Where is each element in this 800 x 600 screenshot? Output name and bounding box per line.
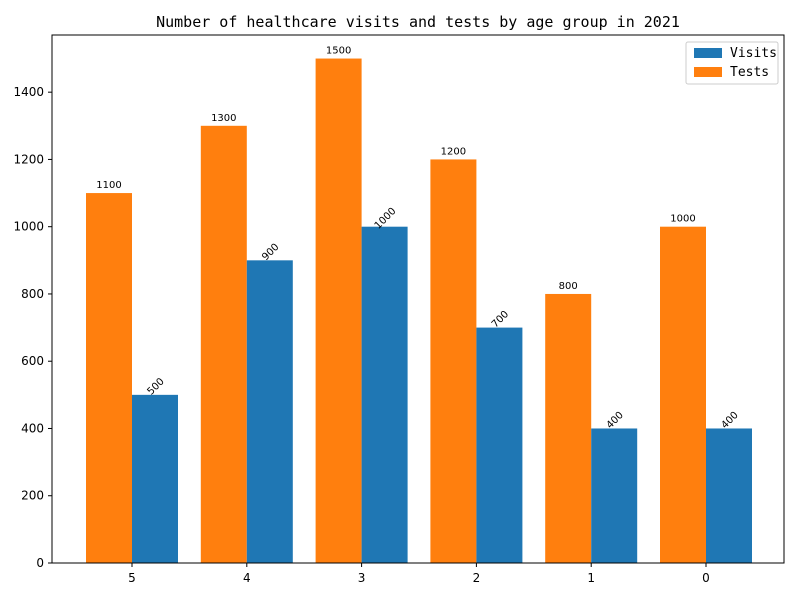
data-label-tests-2: 1200 xyxy=(441,146,466,157)
legend-label-visits: Visits xyxy=(730,46,777,61)
y-tick-label-400: 400 xyxy=(21,421,44,435)
data-label-tests-4: 1300 xyxy=(211,113,236,124)
legend-swatch-tests xyxy=(694,67,722,77)
y-tick-label-600: 600 xyxy=(21,354,44,368)
data-label-visits-0: 400 xyxy=(719,410,740,431)
bar-tests-3 xyxy=(315,58,362,563)
bar-visits-4 xyxy=(246,260,293,563)
bar-tests-4 xyxy=(200,125,247,563)
bar-visits-1 xyxy=(591,428,638,563)
data-label-visits-4: 900 xyxy=(260,242,281,263)
bar-tests-1 xyxy=(545,293,592,563)
data-label-visits-1: 400 xyxy=(605,410,626,431)
data-label-tests-1: 800 xyxy=(559,281,578,292)
y-tick-label-1400: 1400 xyxy=(13,85,44,99)
x-tick-label-2: 2 xyxy=(473,571,481,585)
data-label-visits-2: 700 xyxy=(490,309,511,330)
bar-visits-5 xyxy=(132,394,178,563)
axes-frame xyxy=(51,34,785,564)
data-label-tests-5: 1100 xyxy=(96,180,121,191)
legend-swatch-visits xyxy=(694,48,722,58)
y-tick-label-1200: 1200 xyxy=(13,152,44,166)
x-tick-label-3: 3 xyxy=(358,571,366,585)
y-tick-label-200: 200 xyxy=(21,489,44,503)
bar-visits-0 xyxy=(706,428,752,563)
y-tick-label-800: 800 xyxy=(21,287,44,301)
x-tick-label-1: 1 xyxy=(587,571,595,585)
y-tick-label-0: 0 xyxy=(36,556,44,570)
legend-label-tests: Tests xyxy=(730,65,769,80)
x-tick-label-0: 0 xyxy=(702,571,710,585)
bar-tests-5 xyxy=(86,193,132,563)
x-tick-label-5: 5 xyxy=(128,571,136,585)
y-tick-label-1000: 1000 xyxy=(13,220,44,234)
bar-tests-2 xyxy=(430,159,477,564)
bar-visits-2 xyxy=(476,327,523,563)
data-label-tests-0: 1000 xyxy=(670,214,695,225)
bar-visits-3 xyxy=(361,226,408,563)
plot-area: 1100500130090015001000120070080040010004… xyxy=(13,34,785,585)
chart-title: Number of healthcare visits and tests by… xyxy=(156,13,680,31)
legend: Visits Tests xyxy=(685,41,779,85)
bar-tests-0 xyxy=(660,226,706,563)
x-tick-label-4: 4 xyxy=(243,571,251,585)
data-label-visits-5: 500 xyxy=(145,376,166,397)
data-label-tests-3: 1500 xyxy=(326,46,351,57)
